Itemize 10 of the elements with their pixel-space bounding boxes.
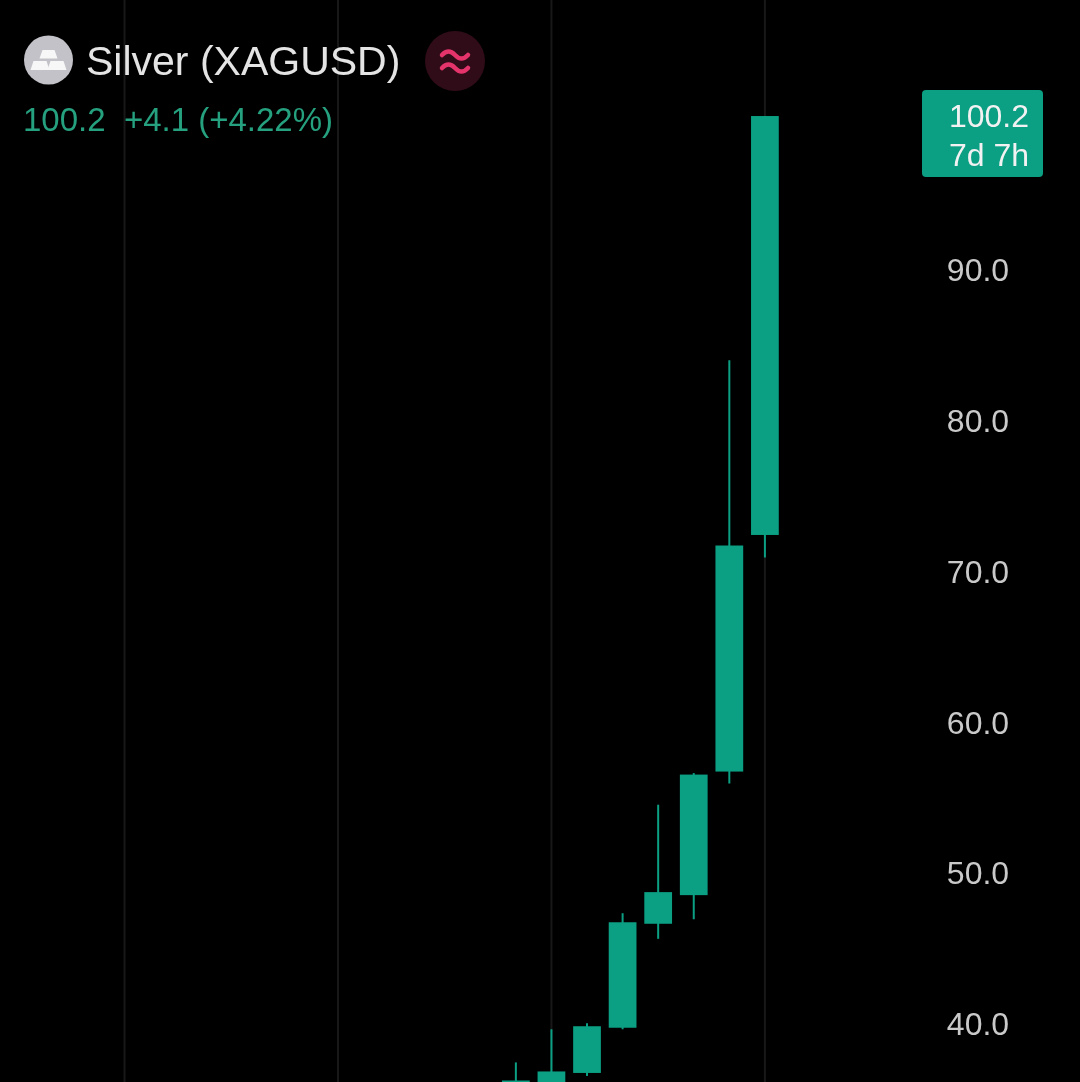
text: 100.2 +4.1 (+4.22%) bbox=[23, 101, 334, 138]
y-tick-label: 80.0 bbox=[946, 403, 1010, 440]
text: 7d 7h bbox=[948, 137, 1029, 174]
y-tick-label: 40.0 bbox=[946, 1005, 1010, 1042]
y-tick-label: 50.0 bbox=[946, 855, 1010, 892]
text: Silver (XAGUSD) bbox=[86, 38, 401, 84]
y-tick-label: 90.0 bbox=[946, 252, 1010, 289]
text: 100.2 bbox=[948, 98, 1029, 135]
y-tick-label: 60.0 bbox=[946, 704, 1010, 741]
y-tick-label: 70.0 bbox=[946, 553, 1010, 590]
